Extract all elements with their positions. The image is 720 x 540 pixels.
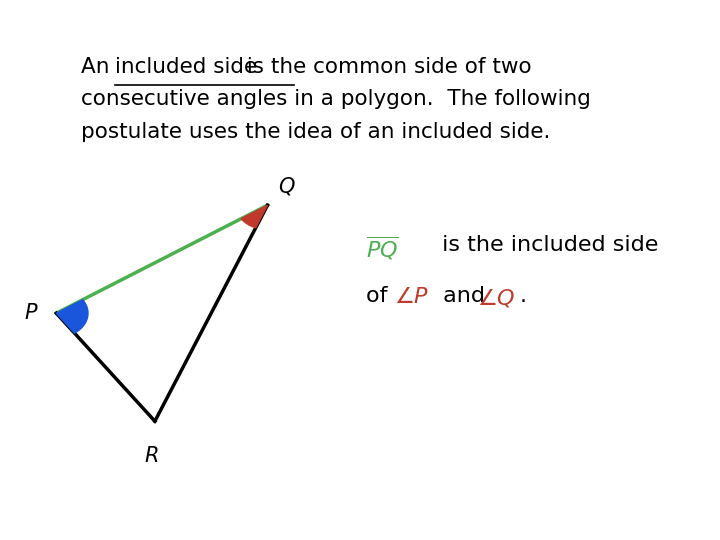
Text: .: . bbox=[520, 286, 526, 306]
Text: $Q$: $Q$ bbox=[278, 175, 296, 197]
Text: is the common side of two: is the common side of two bbox=[240, 57, 531, 77]
Text: An: An bbox=[81, 57, 117, 77]
Polygon shape bbox=[56, 300, 88, 333]
Text: consecutive angles in a polygon.  The following: consecutive angles in a polygon. The fol… bbox=[81, 89, 591, 109]
Text: included side: included side bbox=[114, 57, 257, 77]
Text: postulate uses the idea of an included side.: postulate uses the idea of an included s… bbox=[81, 122, 550, 141]
Text: is the included side: is the included side bbox=[435, 235, 658, 255]
Text: $\angle Q$: $\angle Q$ bbox=[477, 286, 516, 309]
Text: $\angle P$: $\angle P$ bbox=[395, 286, 430, 308]
Text: $P$: $P$ bbox=[24, 303, 39, 323]
Text: and: and bbox=[436, 286, 492, 306]
Text: $\overline{PQ}$: $\overline{PQ}$ bbox=[366, 235, 399, 262]
Text: $R$: $R$ bbox=[144, 446, 158, 465]
Text: of: of bbox=[366, 286, 395, 306]
Polygon shape bbox=[241, 205, 268, 228]
